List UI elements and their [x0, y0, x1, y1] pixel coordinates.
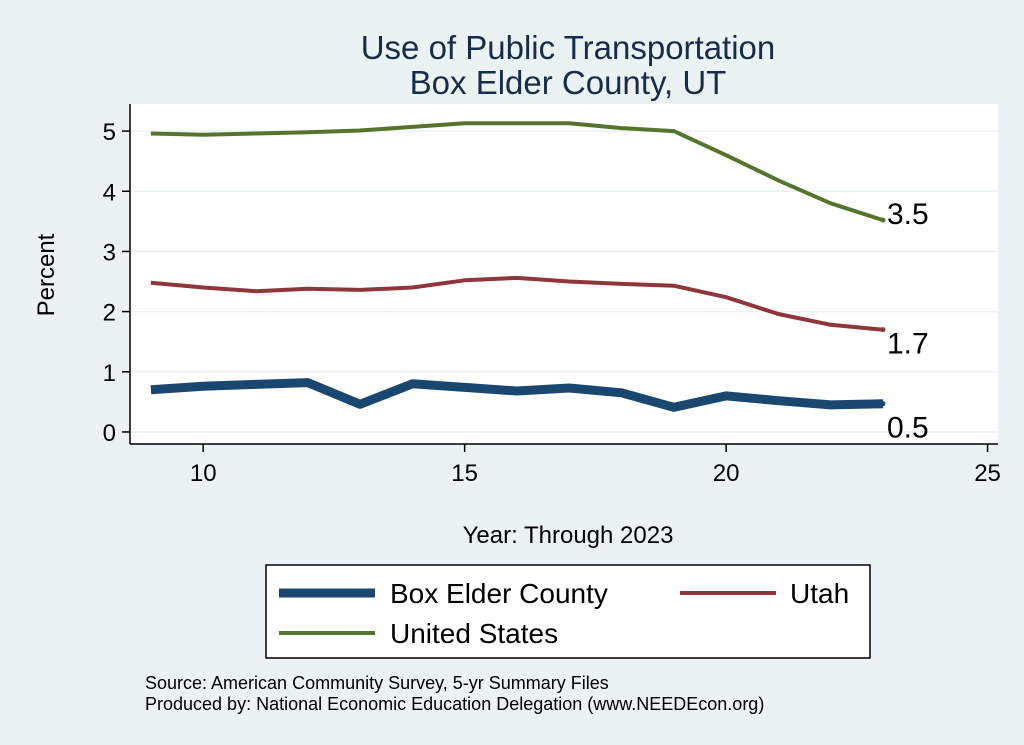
x-axis-title: Year: Through 2023: [463, 522, 674, 549]
plot-area: [130, 104, 998, 444]
end-labels: 0.5 1.7 3.5: [887, 198, 929, 445]
x-tick-label-25: 25: [974, 460, 1001, 487]
y-tick-label-4: 4: [103, 179, 116, 206]
y-tick-label-0: 0: [103, 420, 116, 447]
axes: 0 1 2 3 4 5 10 15 20 25: [103, 104, 1001, 487]
legend-label-united-states: United States: [390, 618, 558, 649]
end-label-box-elder-county: 0.5: [887, 412, 929, 445]
data-series: [150, 121, 886, 412]
y-tick-label-5: 5: [103, 119, 116, 146]
series-line-utah: [150, 275, 884, 332]
gridlines: [130, 130, 998, 433]
series-end-point-box-elder-county: [880, 401, 886, 407]
y-tick-label-3: 3: [103, 239, 116, 266]
y-axis-title: Percent: [33, 233, 60, 316]
chart-title-line-1: Use of Public Transportation: [361, 29, 776, 66]
y-tick-label-2: 2: [103, 300, 116, 327]
series-line-united-states: [150, 121, 884, 223]
series-line-box-elder-county: [150, 378, 884, 412]
end-label-united-states: 3.5: [887, 198, 929, 231]
end-label-utah: 1.7: [887, 328, 929, 361]
legend: Box Elder County Utah United States: [265, 564, 871, 659]
legend-label-utah: Utah: [790, 578, 849, 609]
legend-box: [265, 564, 871, 659]
legend-label-box-elder-county: Box Elder County: [390, 578, 608, 609]
x-tick-label-10: 10: [190, 460, 217, 487]
y-tick-label-1: 1: [103, 360, 116, 387]
x-tick-label-15: 15: [451, 460, 478, 487]
produced-by-note: Produced by: National Economic Education…: [145, 694, 764, 714]
series-end-point-united-states: [880, 217, 886, 223]
series-end-point-utah: [880, 327, 886, 333]
source-note: Source: American Community Survey, 5-yr …: [145, 673, 609, 693]
chart-title-line-2: Box Elder County, UT: [410, 64, 727, 101]
x-tick-label-20: 20: [713, 460, 740, 487]
